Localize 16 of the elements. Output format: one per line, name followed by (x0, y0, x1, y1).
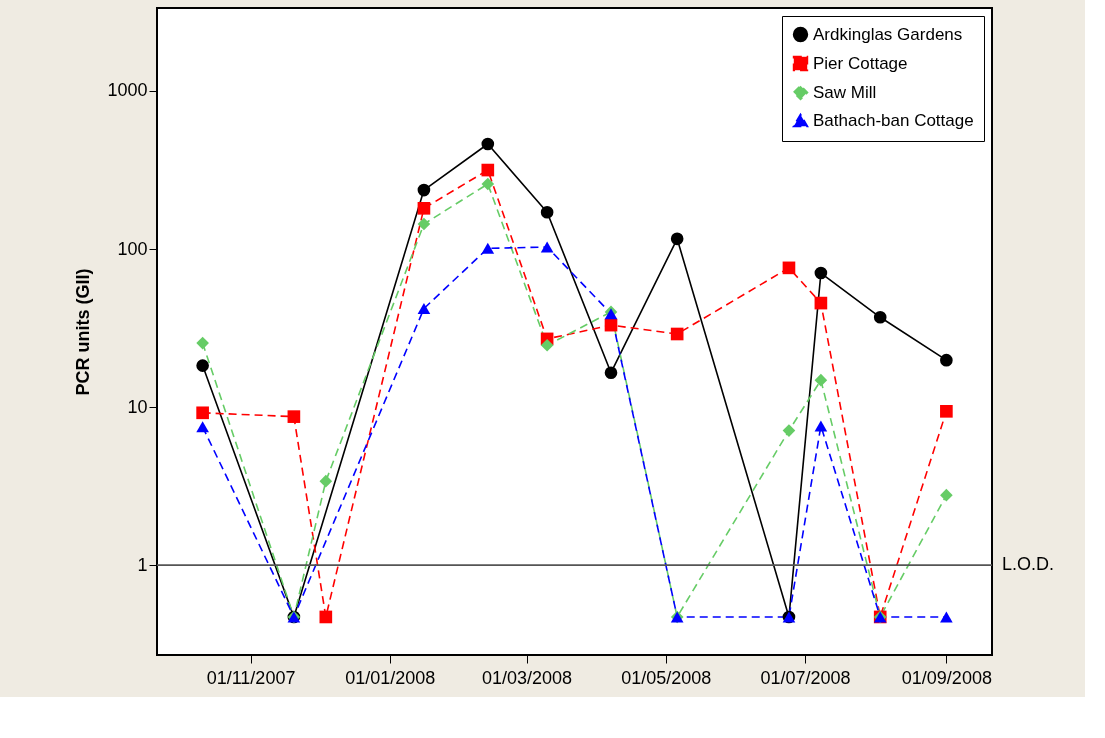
x-tick-label: 01/11/2007 (206, 667, 296, 688)
x-tick-label: 01/05/2008 (621, 667, 712, 688)
legend-label: Pier Cottage (813, 53, 908, 73)
legend-label: Saw Mill (813, 82, 877, 102)
x-tick-label: 01/09/2008 (901, 667, 992, 688)
x-tick-label: 01/07/2008 (760, 667, 851, 688)
x-tick-label: 01/03/2008 (482, 667, 573, 688)
legend-label: Bathach-ban Cottage (813, 110, 974, 130)
y-axis-title: PCR units (GII) (73, 268, 94, 396)
y-tick-label: 100 (117, 238, 148, 259)
y-tick-label: 1 (137, 554, 148, 575)
y-tick-label: 10 (127, 396, 148, 417)
legend-label: Ardkinglas Gardens (813, 24, 963, 44)
ref-line-label: L.O.D. (1002, 554, 1055, 575)
y-tick-label: 1000 (107, 80, 148, 101)
x-tick-label: 01/01/2008 (345, 667, 436, 688)
